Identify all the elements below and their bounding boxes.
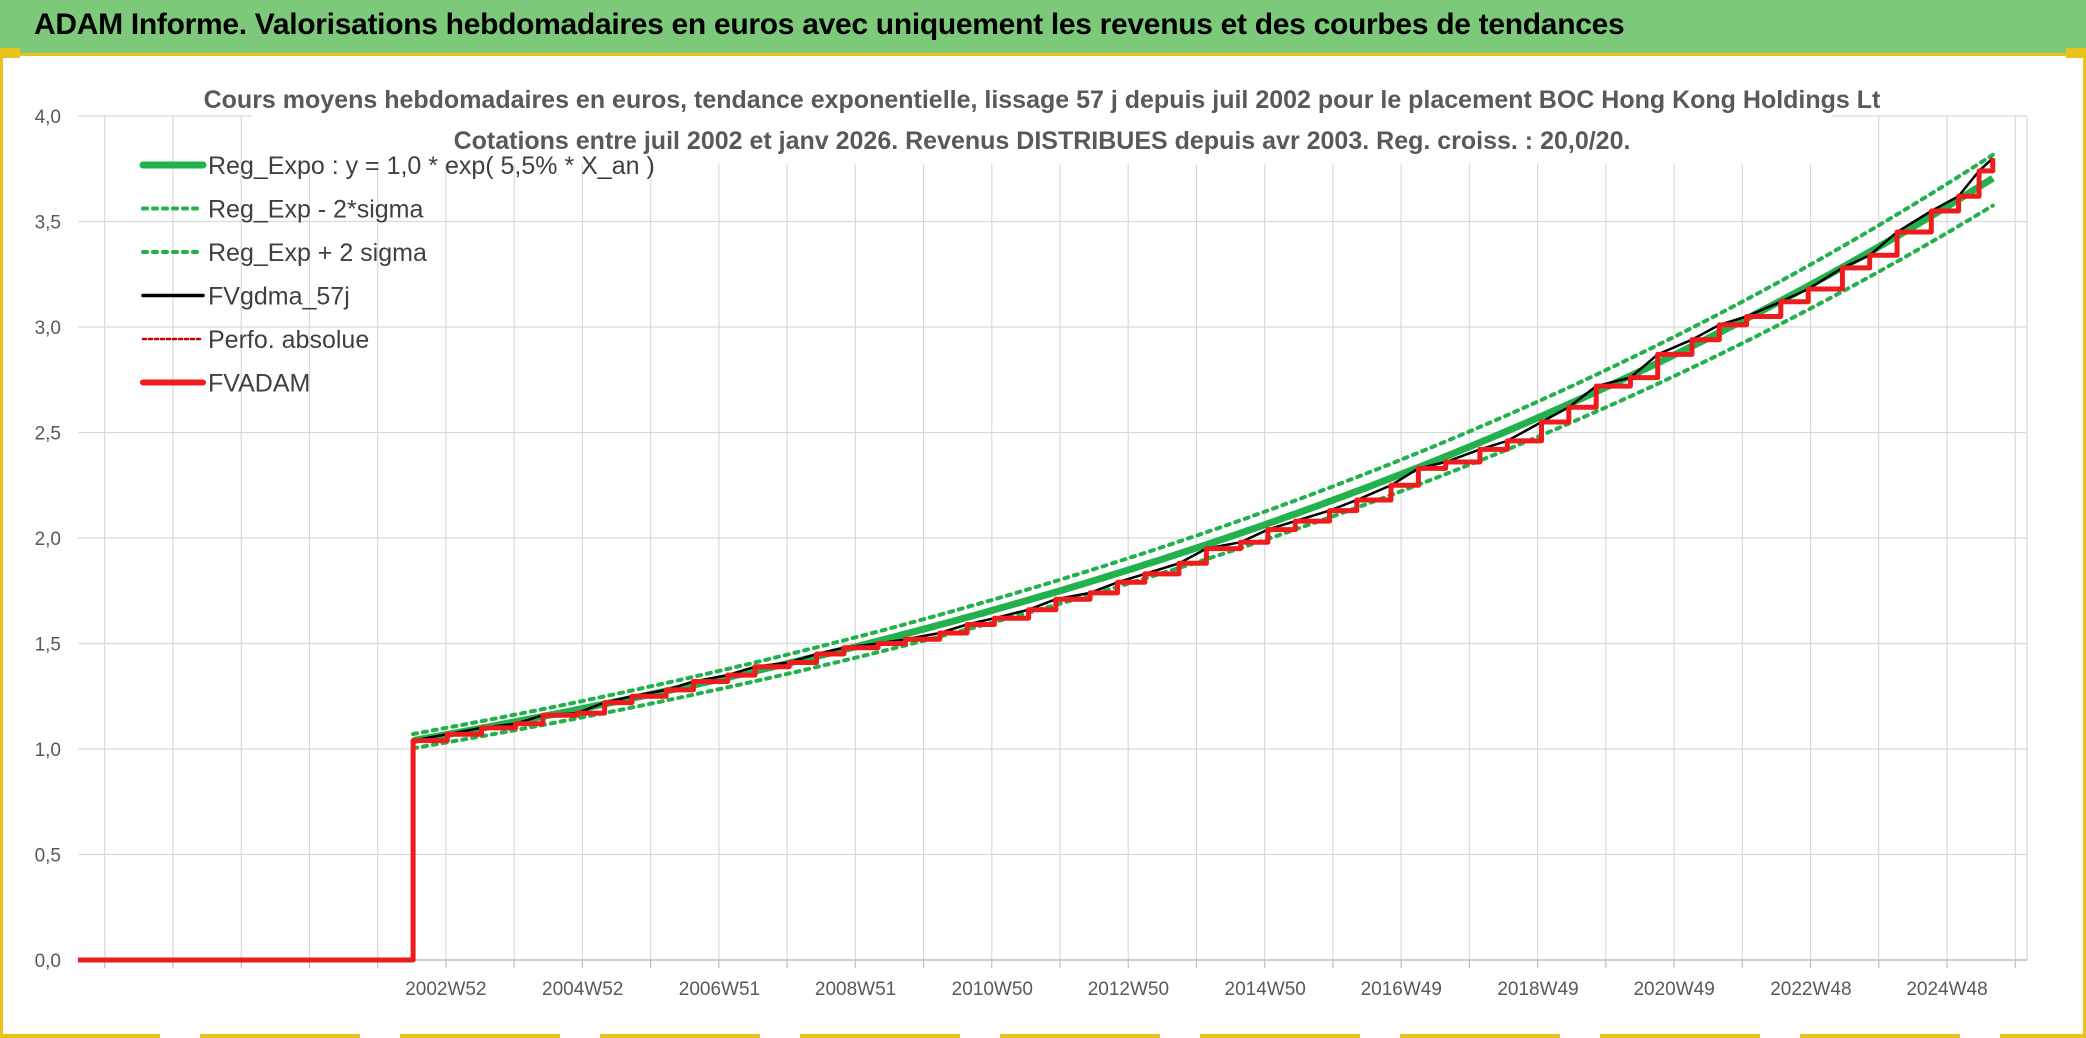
series-fvadam [78,158,1996,963]
series-lines [78,152,1996,963]
x-tick-label: 2006W51 [679,979,760,1000]
legend-label: Reg_Exp + 2 sigma [208,239,427,267]
x-tick-label: 2020W49 [1633,979,1714,1000]
x-tick-label: 2022W48 [1770,979,1851,1000]
report-title: ADAM Informe. Valorisations hebdomadaire… [34,8,1625,41]
frame-edge-bottom [0,1034,2086,1038]
x-tick-label: 2012W50 [1088,979,1169,1000]
x-tick-label: 2024W48 [1906,979,1987,1000]
y-axis-ticks: 0,0 0,5 1,0 1,5 2,0 2,5 3,0 3,5 4,0 [35,107,61,972]
x-tick-label: 2016W49 [1361,979,1442,1000]
y-tick-label: 3,0 [35,318,61,339]
y-tick-label: 1,5 [35,635,61,656]
x-tick-label: 2014W50 [1225,979,1306,1000]
report-header: ADAM Informe. Valorisations hebdomadaire… [0,0,2086,56]
series-perfo-absolue [78,158,1994,961]
y-tick-label: 2,0 [35,529,61,550]
legend: Reg_Expo : y = 1,0 * exp( 5,5% * X_an ) R… [139,152,655,398]
y-tick-label: 3,5 [35,213,61,234]
x-axis-ticks: 2002W52 2004W52 2006W51 2008W51 2010W50 2012W… [405,979,1987,1000]
x-tick-label: 2002W52 [405,979,486,1000]
x-tick-label: 2010W50 [952,979,1033,1000]
y-tick-label: 0,5 [35,846,61,867]
legend-label: FVgdma_57j [208,283,350,311]
legend-label: Reg_Exp - 2*sigma [208,196,423,224]
valuation-chart: 0,0 0,5 1,0 1,5 2,0 2,5 3,0 3,5 4,0 2002W52 2004W… [35,84,2028,1000]
legend-label: Perfo. absolue [208,326,369,354]
frame-edge-right [2083,56,2086,1038]
y-tick-label: 1,0 [35,740,61,761]
chart-subtitle: Cotations entre juil 2002 et janv 2026. … [454,127,1631,155]
frame-corner-left [0,48,20,58]
y-tick-label: 4,0 [35,107,61,128]
frame-corner-right [2066,48,2086,58]
legend-label: FVADAM [208,370,310,398]
x-tick-label: 2008W51 [815,979,896,1000]
x-tick-label: 2018W49 [1497,979,1578,1000]
title-backdrop [252,84,1832,164]
y-tick-label: 0,0 [35,951,61,972]
legend-label: Reg_Expo : y = 1,0 * exp( 5,5% * X_an ) [208,152,655,180]
series-upper-band [411,152,1995,736]
frame-edge-left [0,56,3,1038]
y-tick-label: 2,5 [35,424,61,445]
chart-title: Cours moyens hebdomadaires en euros, ten… [204,86,1881,114]
series-fvgdma-57j [78,157,1994,962]
series-lower-band [411,203,1995,751]
x-tick-label: 2004W52 [542,979,623,1000]
